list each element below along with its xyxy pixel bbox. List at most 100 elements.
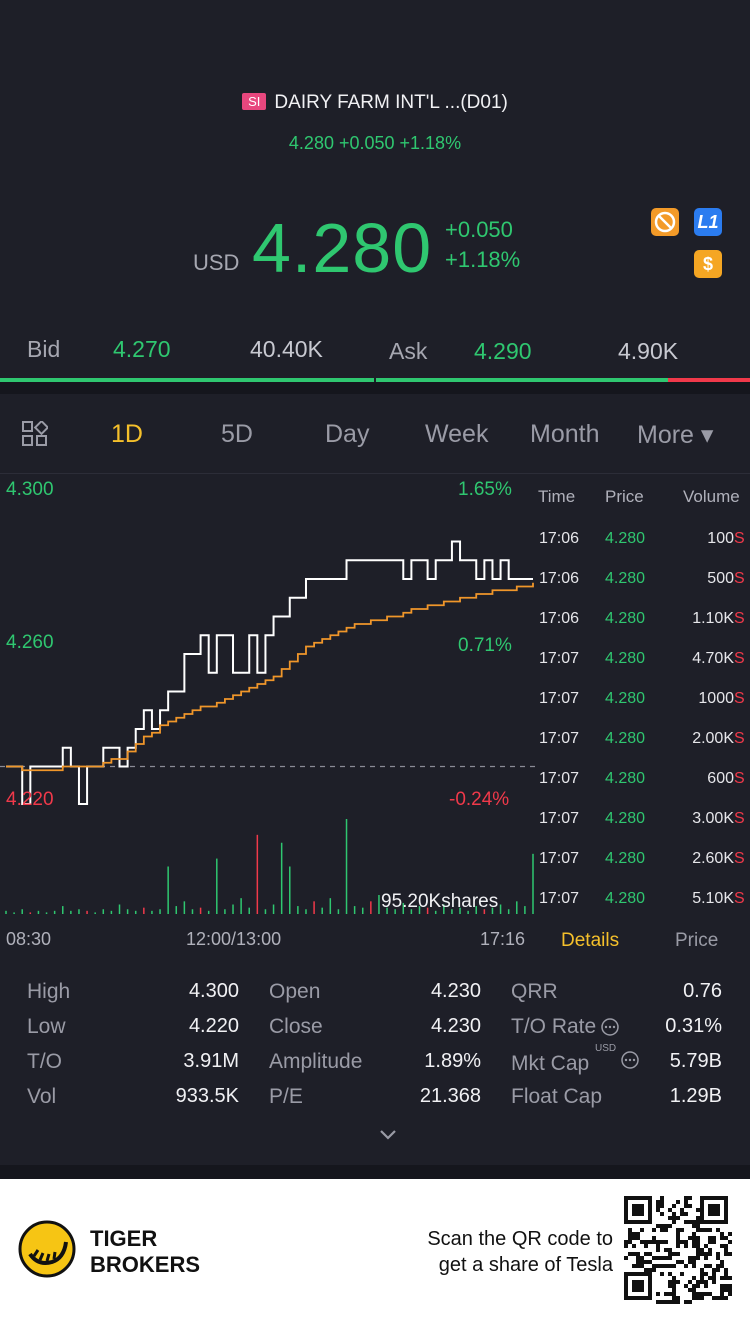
volume-bar	[37, 910, 40, 914]
x-tick-close: 17:16	[480, 929, 526, 949]
volume-bar	[370, 901, 372, 914]
y-pct-low: -0.24%	[449, 789, 510, 810]
volume-bar	[29, 912, 32, 914]
volume-bar	[475, 906, 477, 914]
trade-volume: 600	[707, 770, 734, 787]
volume-bar	[313, 901, 315, 914]
trade-volume: 3.00K	[692, 810, 734, 827]
bid-price: 4.270	[113, 336, 171, 362]
bid-label: Bid	[27, 336, 61, 362]
trade-volume: 500	[707, 570, 734, 587]
grid-layout-icon[interactable]	[22, 421, 48, 447]
volume-bar	[386, 907, 388, 914]
trade-volume: 5.10K	[692, 890, 734, 907]
stat-value-close: 4.230	[430, 1015, 481, 1037]
trade-volume: 4.70K	[692, 650, 734, 667]
trade-price: 4.280	[605, 570, 646, 587]
stat-label-pe: P/E	[269, 1085, 303, 1108]
stat-label-amplitude: Amplitude	[269, 1050, 363, 1073]
volume-bar	[491, 907, 494, 914]
volume-bar	[345, 819, 348, 914]
info-icon[interactable]	[620, 1050, 640, 1070]
depth-ratio-bar	[0, 378, 750, 382]
volume-bar	[240, 898, 242, 914]
volume-bar	[199, 907, 202, 914]
dollar-icon[interactable]: $	[694, 250, 722, 278]
stat-value-qrr: 0.76	[683, 980, 722, 1002]
stat-label-open: Open	[269, 980, 321, 1003]
trades-header-time: Time	[538, 487, 576, 506]
volume-bar	[483, 909, 486, 914]
trade-volume: 1.10K	[692, 610, 734, 627]
stat-value-float-cap: 1.29B	[669, 1085, 722, 1107]
volume-bar	[134, 910, 137, 914]
trade-side: S	[734, 770, 745, 787]
average-price-line	[6, 582, 534, 772]
tab-week[interactable]: Week	[425, 420, 489, 448]
volume-bar	[499, 904, 502, 914]
tab-1d[interactable]: 1D	[111, 420, 143, 448]
stock-title[interactable]: SI DAIRY FARM INT'L ...(D01)	[0, 92, 750, 114]
trade-time: 17:07	[539, 770, 580, 787]
stat-value-turnover-rate: 0.31%	[665, 1015, 722, 1037]
change-absolute: +0.050	[445, 217, 513, 242]
tiger-logo-icon	[18, 1220, 76, 1278]
trade-volume: 1000	[698, 690, 734, 707]
trades-header-volume: Volume	[683, 487, 740, 506]
trade-side: S	[734, 530, 745, 547]
info-icon[interactable]	[600, 1017, 620, 1037]
volume-bar	[532, 853, 534, 914]
y-pct-high: 1.65%	[458, 479, 512, 500]
volume-bar	[394, 909, 396, 914]
tab-more[interactable]: More ▾	[637, 421, 714, 449]
stat-label-low: Low	[27, 1015, 66, 1038]
volume-bar	[62, 906, 64, 914]
chevron-down-icon[interactable]	[378, 1128, 398, 1142]
y-pct-mid: 0.71%	[458, 635, 512, 656]
volume-total-label: 95.20Kshares	[381, 891, 499, 912]
volume-bar	[167, 866, 169, 914]
trade-price: 4.280	[605, 810, 646, 827]
section-divider	[0, 382, 750, 394]
y-tick-mid: 4.260	[6, 632, 54, 653]
volume-bar	[524, 906, 526, 914]
tab-day[interactable]: Day	[325, 420, 370, 448]
volume-bar	[378, 895, 380, 914]
volume-bar	[410, 909, 413, 914]
trade-time: 17:06	[539, 610, 580, 627]
stat-value-low: 4.220	[188, 1015, 239, 1037]
trade-price: 4.280	[605, 890, 646, 907]
volume-bar	[151, 910, 153, 914]
volume-bar	[207, 910, 210, 914]
l1-icon[interactable]: L1	[694, 208, 722, 236]
tab-month[interactable]: Month	[530, 420, 600, 448]
qr-code-icon[interactable]	[624, 1196, 732, 1304]
volume-bar	[507, 909, 510, 914]
x-tick-open: 08:30	[6, 929, 52, 949]
intraday-chart[interactable]	[0, 474, 535, 924]
volume-bar	[426, 907, 429, 914]
stat-value-mkt-cap: 5.79B	[669, 1050, 722, 1072]
section-divider	[0, 1165, 750, 1179]
tab-divider	[0, 473, 750, 474]
trade-time: 17:06	[539, 570, 580, 587]
trade-price: 4.280	[605, 610, 646, 627]
ask-size: 4.90K	[618, 338, 679, 364]
trades-header-price: Price	[605, 487, 644, 506]
stat-value-high: 4.300	[188, 980, 239, 1002]
tab-5d[interactable]: 5D	[221, 420, 253, 448]
brand-name: TIGER BROKERS	[90, 1226, 201, 1277]
stat-label-float-cap: Float Cap	[511, 1085, 603, 1108]
y-tick-high: 4.300	[6, 479, 54, 500]
stat-label-mkt-cap: Mkt Cap	[511, 1052, 590, 1075]
bid-size: 40.40K	[250, 336, 323, 362]
trade-price: 4.280	[605, 690, 646, 707]
tab-price[interactable]: Price	[675, 930, 719, 951]
tab-details[interactable]: Details	[561, 930, 620, 951]
no-short-icon[interactable]	[651, 208, 679, 236]
trade-side: S	[734, 610, 745, 627]
volume-bar	[21, 909, 23, 914]
trade-price: 4.280	[605, 650, 646, 667]
volume-bar	[183, 901, 186, 914]
stat-value-open: 4.230	[430, 980, 481, 1002]
